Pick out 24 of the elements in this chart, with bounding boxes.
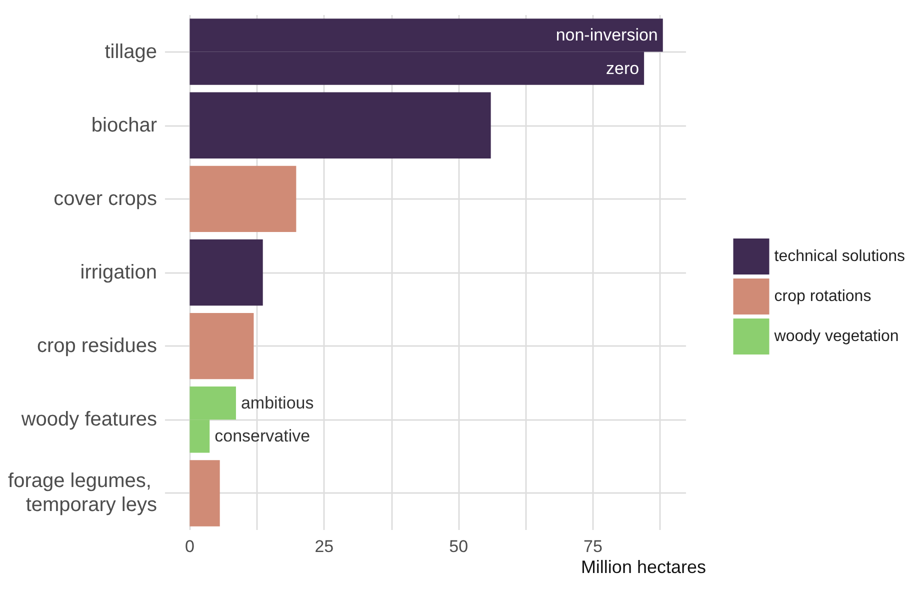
data-label: ambitious (240, 394, 314, 413)
y-tick-label: irrigation (80, 262, 157, 284)
legend-label: technical solutions (774, 248, 906, 265)
y-tick-label: biochar (91, 114, 158, 136)
bar (190, 166, 296, 232)
bar (190, 460, 220, 526)
x-tick-label: 50 (449, 537, 468, 556)
y-tick-label: forage legumes, temporary leys (8, 470, 157, 516)
bar (190, 312, 254, 380)
x-tick-label: 25 (314, 537, 334, 556)
y-tick-label: woody features (20, 408, 157, 431)
bar (190, 92, 491, 158)
x-tick-label: 75 (584, 537, 602, 556)
data-label: zero (606, 58, 640, 78)
data-label: non-inversion (556, 26, 658, 45)
data-label: conservative (214, 426, 310, 446)
y-tick-label: tillage (104, 40, 157, 63)
legend-label: woody vegetation (773, 328, 899, 345)
legend-label: crop rotations (774, 288, 872, 305)
x-tick-label: 0 (185, 537, 194, 556)
y-tick-label: cover crops (54, 188, 157, 210)
x-axis-title: Million hectares (580, 557, 706, 577)
bar (190, 239, 263, 306)
y-tick-label: crop residues (36, 335, 157, 358)
